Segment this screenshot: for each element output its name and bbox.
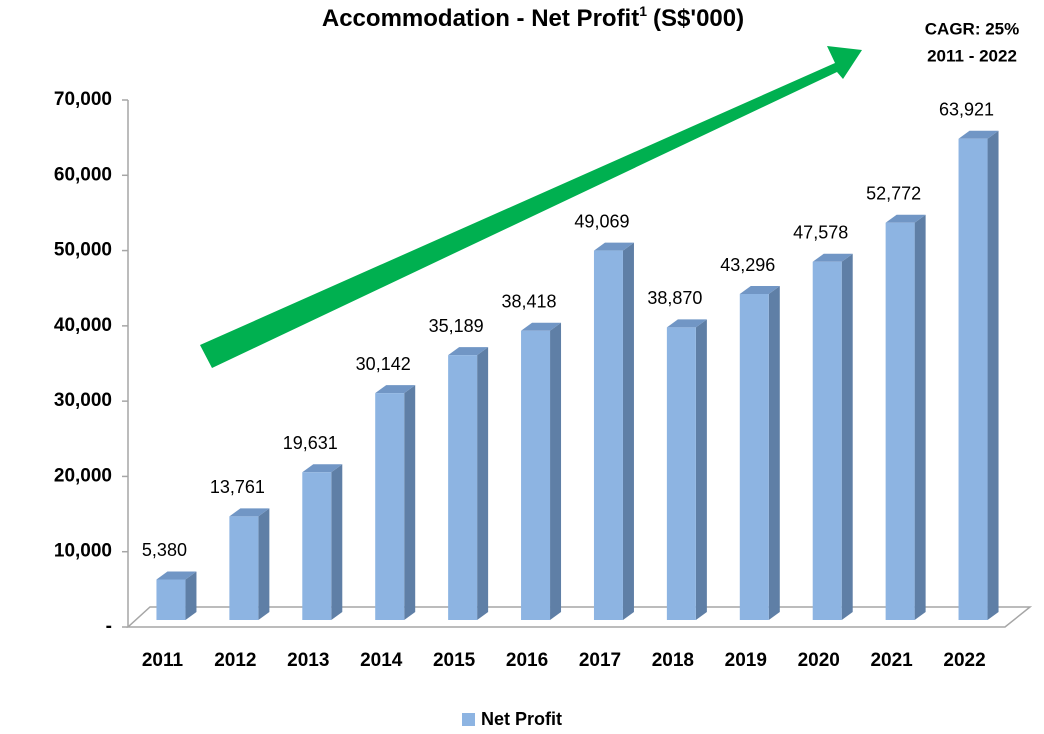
x-tick-label: 2017 xyxy=(579,650,621,671)
bar-face xyxy=(302,472,332,620)
bar-face xyxy=(521,330,551,620)
data-label: 52,772 xyxy=(866,183,921,203)
bar-face xyxy=(229,508,270,517)
bar xyxy=(302,464,343,620)
y-tick-label: 30,000 xyxy=(54,390,112,411)
bar-face xyxy=(550,322,562,620)
title-note: 1 xyxy=(639,3,647,19)
title-main: Accommodation - Net Profit xyxy=(322,5,639,32)
x-tick-label: 2016 xyxy=(506,650,548,671)
bar-face xyxy=(477,347,489,620)
bar-face xyxy=(185,571,197,620)
annotation: 2011 - 2022 xyxy=(927,46,1017,65)
bar-face xyxy=(156,579,186,620)
data-label: 30,142 xyxy=(356,354,411,374)
bar-face xyxy=(375,393,405,620)
bar-face xyxy=(448,355,478,620)
bar xyxy=(156,571,197,620)
bar-face xyxy=(958,138,988,621)
bar xyxy=(375,385,416,620)
y-tick-label: 10,000 xyxy=(54,541,112,562)
y-tick-label: 20,000 xyxy=(54,465,112,486)
bar-face xyxy=(229,516,259,620)
bar xyxy=(593,242,634,620)
bar xyxy=(229,508,270,620)
bar xyxy=(666,319,707,620)
title-unit: (S$'000) xyxy=(653,5,744,32)
bar xyxy=(812,253,853,620)
x-tick-label: 2012 xyxy=(214,650,256,671)
y-tick-label: 60,000 xyxy=(54,164,112,185)
legend-label: Net Profit xyxy=(481,709,562,729)
data-label: 35,189 xyxy=(429,316,484,336)
bar-face xyxy=(404,385,416,620)
data-label: 13,761 xyxy=(210,477,265,497)
bar-face xyxy=(521,322,562,331)
x-tick-label: 2011 xyxy=(142,650,184,671)
bar-face xyxy=(593,250,623,620)
bar-face xyxy=(593,242,634,251)
bar xyxy=(448,347,489,620)
y-tick-label: 50,000 xyxy=(54,240,112,261)
bar xyxy=(885,214,926,621)
bar xyxy=(958,130,999,621)
data-label: 38,418 xyxy=(502,292,557,312)
bar-face xyxy=(914,214,926,621)
annotation: CAGR: 25% xyxy=(925,19,1019,38)
x-tick-label: 2020 xyxy=(798,650,840,671)
data-label: 49,069 xyxy=(574,211,629,231)
bar-face xyxy=(666,319,707,328)
data-label: 63,921 xyxy=(939,100,994,120)
bar-face xyxy=(375,385,416,394)
bar-face xyxy=(448,347,489,356)
bar-face xyxy=(841,253,853,620)
bar-face xyxy=(156,571,197,580)
bar-face xyxy=(885,214,926,223)
trend-arrow xyxy=(200,46,862,368)
x-tick-label: 2021 xyxy=(870,650,913,671)
bar-face xyxy=(885,222,915,621)
floor xyxy=(126,606,1033,628)
legend-swatch xyxy=(462,713,475,726)
chart-title: Accommodation - Net Profit1 (S$'000) xyxy=(322,3,744,33)
bar-face xyxy=(739,286,780,295)
bar-face xyxy=(958,130,999,139)
bar-face xyxy=(812,261,842,620)
x-tick-label: 2022 xyxy=(943,650,985,671)
data-label: 19,631 xyxy=(283,433,338,453)
x-tick-label: 2013 xyxy=(287,650,329,671)
x-tick-label: 2018 xyxy=(652,650,694,671)
y-tick-label: 40,000 xyxy=(54,315,112,336)
bar-face xyxy=(302,464,343,473)
data-label: 38,870 xyxy=(647,288,702,308)
data-label: 5,380 xyxy=(142,540,187,560)
bar-face xyxy=(695,319,707,620)
bar-face xyxy=(331,464,343,620)
bar-face xyxy=(258,508,270,620)
x-tick-label: 2014 xyxy=(360,650,403,671)
bar-face xyxy=(987,130,999,621)
x-tick-label: 2015 xyxy=(433,650,476,671)
bar-face xyxy=(622,242,634,620)
bar-face xyxy=(666,327,696,620)
y-tick-label: 70,000 xyxy=(54,89,112,110)
bar-face xyxy=(768,286,780,620)
data-label: 47,578 xyxy=(793,223,848,243)
x-tick-label: 2019 xyxy=(725,650,767,671)
bar xyxy=(739,286,780,620)
data-label: 43,296 xyxy=(720,255,775,275)
bar-face xyxy=(739,294,769,620)
bar-face xyxy=(812,253,853,262)
bar xyxy=(521,322,562,620)
y-tick-label: - xyxy=(106,616,112,637)
